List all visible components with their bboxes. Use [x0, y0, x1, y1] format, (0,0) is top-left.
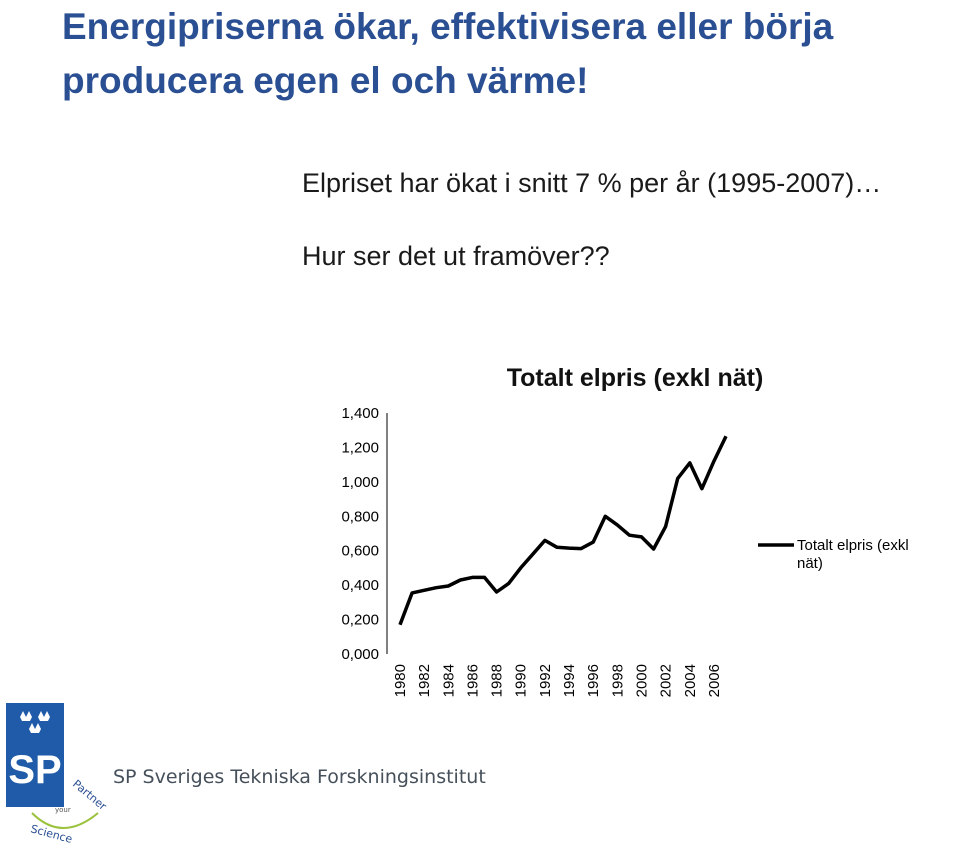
x-tick-label: 2002 — [658, 664, 675, 697]
x-tick-label: 2004 — [682, 664, 699, 697]
x-tick-labels: 1980 1982 1984 1986 1988 1990 1992 1994 1996 1998… — [392, 664, 723, 697]
bullet-future-question: Hur ser det ut framöver?? — [302, 241, 610, 271]
svg-text:your: your — [55, 806, 71, 814]
slide-title: Energipriserna ökar, effektivisera eller… — [62, 6, 834, 101]
x-tick-label: 2000 — [633, 664, 650, 697]
x-tick-label: 1986 — [464, 664, 481, 697]
x-tick-label: 1982 — [416, 664, 433, 697]
legend-label-line: nät) — [797, 555, 823, 572]
x-tick-label: 1988 — [489, 664, 506, 697]
crowns-icon — [20, 711, 50, 733]
series-layer — [398, 435, 728, 626]
x-tick-label: 1992 — [537, 664, 554, 697]
logo-letters: SP — [8, 748, 61, 792]
logo-background-icon — [6, 703, 64, 807]
chart-title: Totalt elpris (exkl nät) — [507, 364, 764, 392]
y-tick-labels: 0,000 0,200 0,400 0,600 0,800 1,000 1,200 1,400 — [341, 405, 379, 663]
y-tick-label: 1,400 — [341, 405, 379, 422]
y-tick-label: 0,400 — [341, 577, 379, 594]
y-tick-label: 0,600 — [341, 543, 379, 560]
y-tick-label: 0,000 — [341, 646, 379, 663]
series-line — [398, 435, 728, 626]
bullet-price-increase: Elpriset har ökat i snitt 7 % per år (19… — [302, 168, 882, 198]
x-tick-label: 1990 — [513, 664, 530, 697]
legend: Totalt elpris (exkl nät) — [758, 537, 909, 572]
y-tick-label: 0,800 — [341, 508, 379, 525]
sp-logo: SP Science Partner your — [0, 695, 110, 855]
y-tick-label: 0,200 — [341, 612, 379, 629]
company-name: SP Sveriges Tekniska Forskningsinstitut — [113, 766, 486, 788]
x-tick-label: 2006 — [706, 664, 723, 697]
x-tick-label: 1984 — [440, 664, 457, 697]
x-tick-label: 1980 — [392, 664, 409, 697]
x-tick-label: 1996 — [585, 664, 602, 697]
x-tick-label: 1994 — [561, 664, 578, 697]
legend-label: Totalt elpris (exkl nät) — [797, 537, 909, 572]
svg-text:Partner: Partner — [70, 777, 109, 813]
x-tick-label: 1998 — [609, 664, 626, 697]
y-tick-label: 1,200 — [341, 439, 379, 456]
y-tick-label: 1,000 — [341, 474, 379, 491]
legend-label-line: Totalt elpris (exkl — [797, 537, 909, 554]
